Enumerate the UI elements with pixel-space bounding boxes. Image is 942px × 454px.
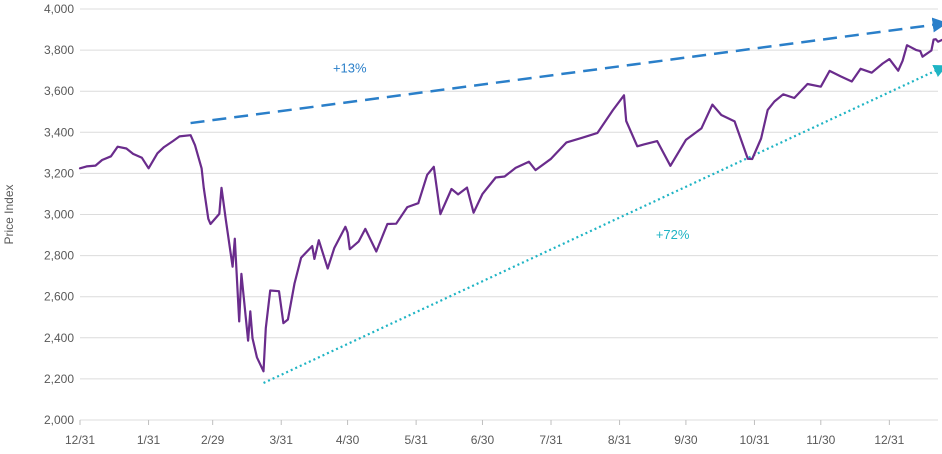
x-tick-label: 4/30 (336, 433, 360, 447)
x-tick-label: 5/31 (404, 433, 428, 447)
trend-arrow-dotted (263, 65, 942, 385)
trend-label: +13% (333, 61, 367, 76)
y-tick-label: 3,800 (44, 43, 74, 57)
y-tick-label: 2,400 (44, 331, 74, 345)
x-tick-label: 1/31 (137, 433, 161, 447)
trend-arrow-dashed (190, 17, 942, 125)
y-axis-label: Price Index (2, 184, 16, 244)
y-tick-label: 3,400 (44, 125, 74, 139)
x-tick-label: 2/29 (201, 433, 225, 447)
y-tick-label: 2,000 (44, 413, 74, 427)
x-tick-label: 12/31 (65, 433, 95, 447)
series-layer (78, 38, 942, 373)
y-tick-label: 4,000 (44, 2, 74, 16)
trend-annotations: +13% +72% (190, 17, 942, 385)
y-tick-label: 3,200 (44, 166, 74, 180)
x-axis: 12/31 1/31 2/29 3/31 4/30 5/31 6/30 7/31 8/31 9/3… (65, 420, 905, 447)
x-tick-label: 8/31 (608, 433, 632, 447)
x-tick-label: 3/31 (270, 433, 294, 447)
x-tick-label: 6/30 (471, 433, 495, 447)
y-tick-label: 2,600 (44, 290, 74, 304)
x-tick-label: 7/31 (539, 433, 563, 447)
x-tick-label: 12/31 (874, 433, 904, 447)
y-tick-label: 3,000 (44, 208, 74, 222)
x-tick-label: 11/30 (806, 433, 835, 447)
x-tick-label: 10/31 (739, 433, 769, 447)
y-axis: 2,000 2,200 2,400 2,600 2,800 3,000 3,200 3,400… (44, 2, 74, 427)
y-tick-label: 2,200 (44, 372, 74, 386)
y-tick-label: 3,600 (44, 84, 74, 98)
price-index-line (78, 38, 942, 373)
x-tick-label: 9/30 (674, 433, 698, 447)
trend-label: +72% (656, 227, 690, 242)
y-tick-label: 2,800 (44, 249, 74, 263)
gridlines (80, 8, 938, 421)
